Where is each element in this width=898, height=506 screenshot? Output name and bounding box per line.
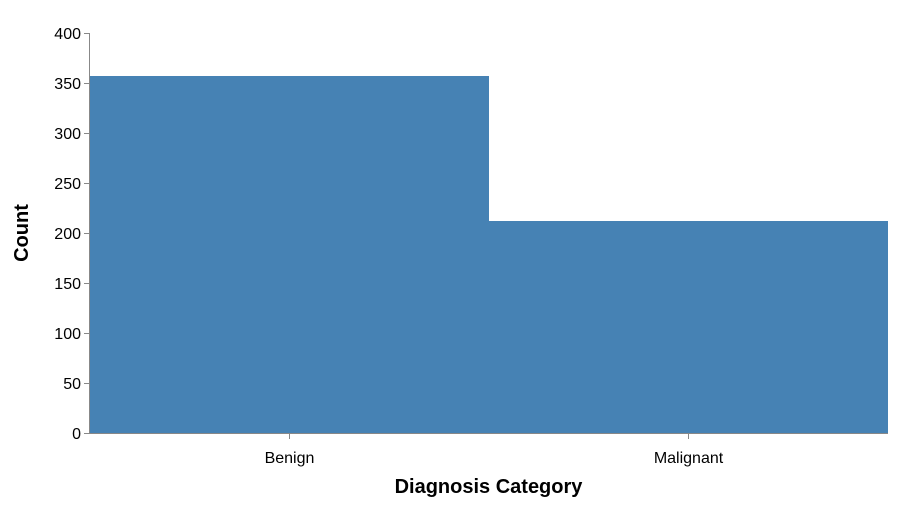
y-tick-label: 200 (54, 226, 81, 243)
x-axis: Benign Malignant (89, 433, 888, 467)
y-tick-label: 300 (54, 126, 81, 143)
y-tick-label: 50 (63, 376, 81, 393)
x-axis-title: Diagnosis Category (395, 476, 584, 498)
bars-group (89, 76, 888, 433)
y-tick-label: 250 (54, 176, 81, 193)
y-tick-label: 150 (54, 276, 81, 293)
y-tick-label: 350 (54, 76, 81, 93)
bar-malignant (489, 221, 888, 433)
bar-benign (89, 76, 489, 433)
y-tick-label: 100 (54, 326, 81, 343)
y-axis: 0 50 100 150 200 250 300 350 400 (54, 26, 90, 443)
y-tick-label: 400 (54, 26, 81, 43)
x-tick-label-benign: Benign (265, 450, 315, 467)
x-tick-label-malignant: Malignant (654, 450, 724, 467)
y-axis-title: Count (11, 204, 33, 262)
y-tick-label: 0 (72, 426, 81, 443)
